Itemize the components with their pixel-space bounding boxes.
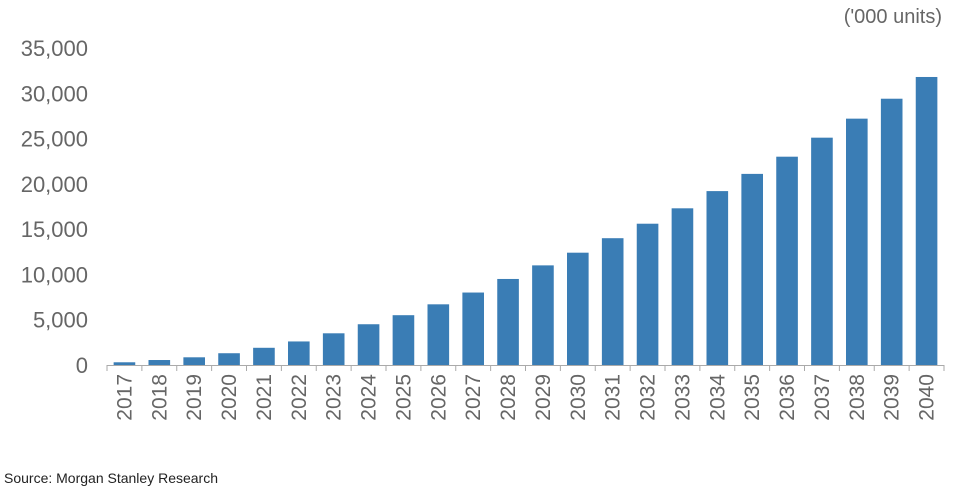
x-tick-label: 2037 bbox=[811, 374, 834, 421]
y-tick-label: 20,000 bbox=[21, 172, 88, 197]
y-tick-label: 10,000 bbox=[21, 262, 88, 287]
x-tick-label: 2029 bbox=[532, 374, 555, 421]
bar-2018 bbox=[148, 360, 171, 365]
x-axis-labels: 2017 2018 2019 2020 2021 2022 2023 2024 2025 2026… bbox=[113, 374, 938, 421]
x-tick-label: 2022 bbox=[288, 374, 311, 421]
bar-2031 bbox=[601, 238, 624, 365]
bar-2024 bbox=[357, 324, 380, 365]
x-tick-label: 2020 bbox=[218, 374, 241, 421]
bar-2036 bbox=[776, 156, 798, 365]
bar-2026 bbox=[427, 304, 450, 365]
x-tick-label: 2033 bbox=[671, 374, 694, 421]
bar-2039 bbox=[880, 98, 903, 365]
x-tick-label: 2028 bbox=[497, 374, 520, 421]
y-tick-label: 30,000 bbox=[21, 81, 88, 106]
bar-2025 bbox=[392, 315, 415, 365]
unit-label: ('000 units) bbox=[843, 6, 942, 28]
x-tick-label: 2031 bbox=[602, 374, 625, 421]
y-tick-label: 35,000 bbox=[21, 36, 88, 61]
bar-2019 bbox=[183, 357, 205, 365]
x-tick-label: 2039 bbox=[881, 374, 904, 421]
y-tick-label: 5,000 bbox=[33, 308, 88, 333]
source-label: Source: Morgan Stanley Research bbox=[4, 470, 218, 486]
x-tick-label: 2036 bbox=[776, 374, 799, 421]
x-tick-label: 2017 bbox=[113, 374, 136, 421]
x-tick-label: 2025 bbox=[392, 374, 415, 421]
x-tick-label: 2038 bbox=[846, 374, 869, 421]
bar-2033 bbox=[671, 208, 694, 365]
bars bbox=[113, 76, 938, 366]
x-axis bbox=[106, 365, 945, 371]
bar-2020 bbox=[218, 353, 240, 365]
bar-2028 bbox=[497, 278, 519, 365]
y-tick-label: 15,000 bbox=[21, 217, 88, 242]
bar-2023 bbox=[322, 333, 345, 365]
x-tick-label: 2030 bbox=[567, 374, 590, 421]
x-tick-label: 2034 bbox=[706, 374, 729, 421]
x-tick-label: 2024 bbox=[358, 374, 381, 421]
bar-2021 bbox=[253, 347, 275, 365]
bar-2029 bbox=[532, 265, 554, 365]
bar-2027 bbox=[462, 292, 484, 365]
bar-2030 bbox=[567, 252, 589, 365]
x-tick-label: 2023 bbox=[323, 374, 346, 421]
bar-2038 bbox=[846, 118, 868, 366]
x-tick-label: 2021 bbox=[253, 374, 276, 421]
x-tick-label: 2026 bbox=[427, 374, 450, 421]
x-tick-label: 2018 bbox=[148, 374, 171, 421]
bar-2017 bbox=[113, 362, 136, 365]
x-tick-label: 2019 bbox=[183, 374, 206, 421]
x-tick-label: 2027 bbox=[462, 374, 485, 421]
bar-2032 bbox=[636, 223, 659, 365]
x-tick-label: 2040 bbox=[916, 374, 939, 421]
bar-2037 bbox=[811, 137, 833, 365]
x-tick-label: 2032 bbox=[637, 374, 660, 421]
x-tick-label: 2035 bbox=[741, 374, 764, 421]
bar-2034 bbox=[706, 191, 729, 365]
bar-2040 bbox=[915, 76, 938, 365]
bar-2022 bbox=[288, 341, 310, 365]
bar-2035 bbox=[741, 173, 763, 365]
y-tick-label: 0 bbox=[76, 353, 88, 378]
y-axis-labels: 0 5,000 10,000 15,000 20,000 25,000 30,000 35,0… bbox=[21, 36, 88, 378]
y-tick-label: 25,000 bbox=[21, 127, 88, 152]
